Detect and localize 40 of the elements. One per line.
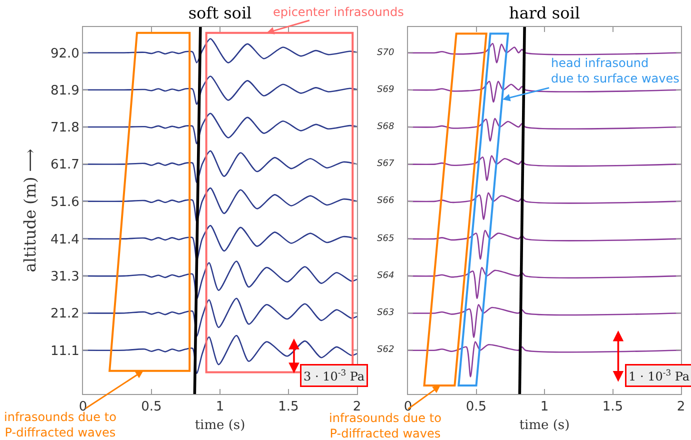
text: epicenter infrasounds: [273, 5, 404, 19]
y-tick-label: 81.9: [50, 83, 80, 98]
y-tick-label: 41.4: [50, 232, 80, 248]
x-tick-label: 1.5: [602, 400, 624, 415]
text: S68: [377, 122, 394, 132]
line-series: [83, 187, 357, 222]
annotation: head infrasound due to surface waves: [551, 56, 680, 86]
text: S64: [377, 271, 394, 281]
y-axis-title: altitude (m) ⟶: [20, 148, 40, 272]
x-tick-label: 1.5: [278, 400, 299, 415]
line-series: [83, 38, 357, 64]
text: S66: [377, 196, 394, 206]
chart-title: soft soil: [188, 4, 252, 23]
x-tick-label: 0.5: [466, 400, 487, 415]
y-tick-label: 51.6: [50, 194, 80, 210]
line-series: [83, 76, 357, 105]
annotation: 3 · 10$^{-3}$ Pa: [304, 368, 365, 384]
y-tick-label: 71.8: [50, 120, 80, 136]
y-tick-label: 61.7: [50, 158, 80, 173]
text: S63: [377, 308, 394, 318]
x-tick-label: 2: [676, 400, 686, 415]
line-series: [83, 298, 357, 337]
text: S69: [377, 85, 394, 95]
x-tick-label: 1: [216, 400, 224, 415]
y-tick-label: 21.2: [50, 306, 80, 322]
x-tick-label: 1: [540, 400, 549, 415]
x-tick-label: 0.5: [141, 400, 162, 415]
text: S67: [377, 159, 394, 169]
annotation: 1 · 10$^{-3}$ Pa: [628, 368, 690, 384]
y-tick-label: 31.3: [50, 270, 80, 285]
chart-title: hard soil: [509, 4, 580, 23]
text: S65: [377, 234, 394, 244]
x-axis-title: time (s): [194, 418, 246, 434]
x-axis-title: time (s): [519, 418, 570, 434]
text: S70: [377, 48, 394, 58]
line-series: [83, 224, 357, 261]
y-tick-label: 92.0: [50, 46, 80, 62]
y-tick-label: 11.1: [50, 344, 80, 359]
text: S62: [377, 345, 394, 355]
line-series: [83, 150, 357, 184]
